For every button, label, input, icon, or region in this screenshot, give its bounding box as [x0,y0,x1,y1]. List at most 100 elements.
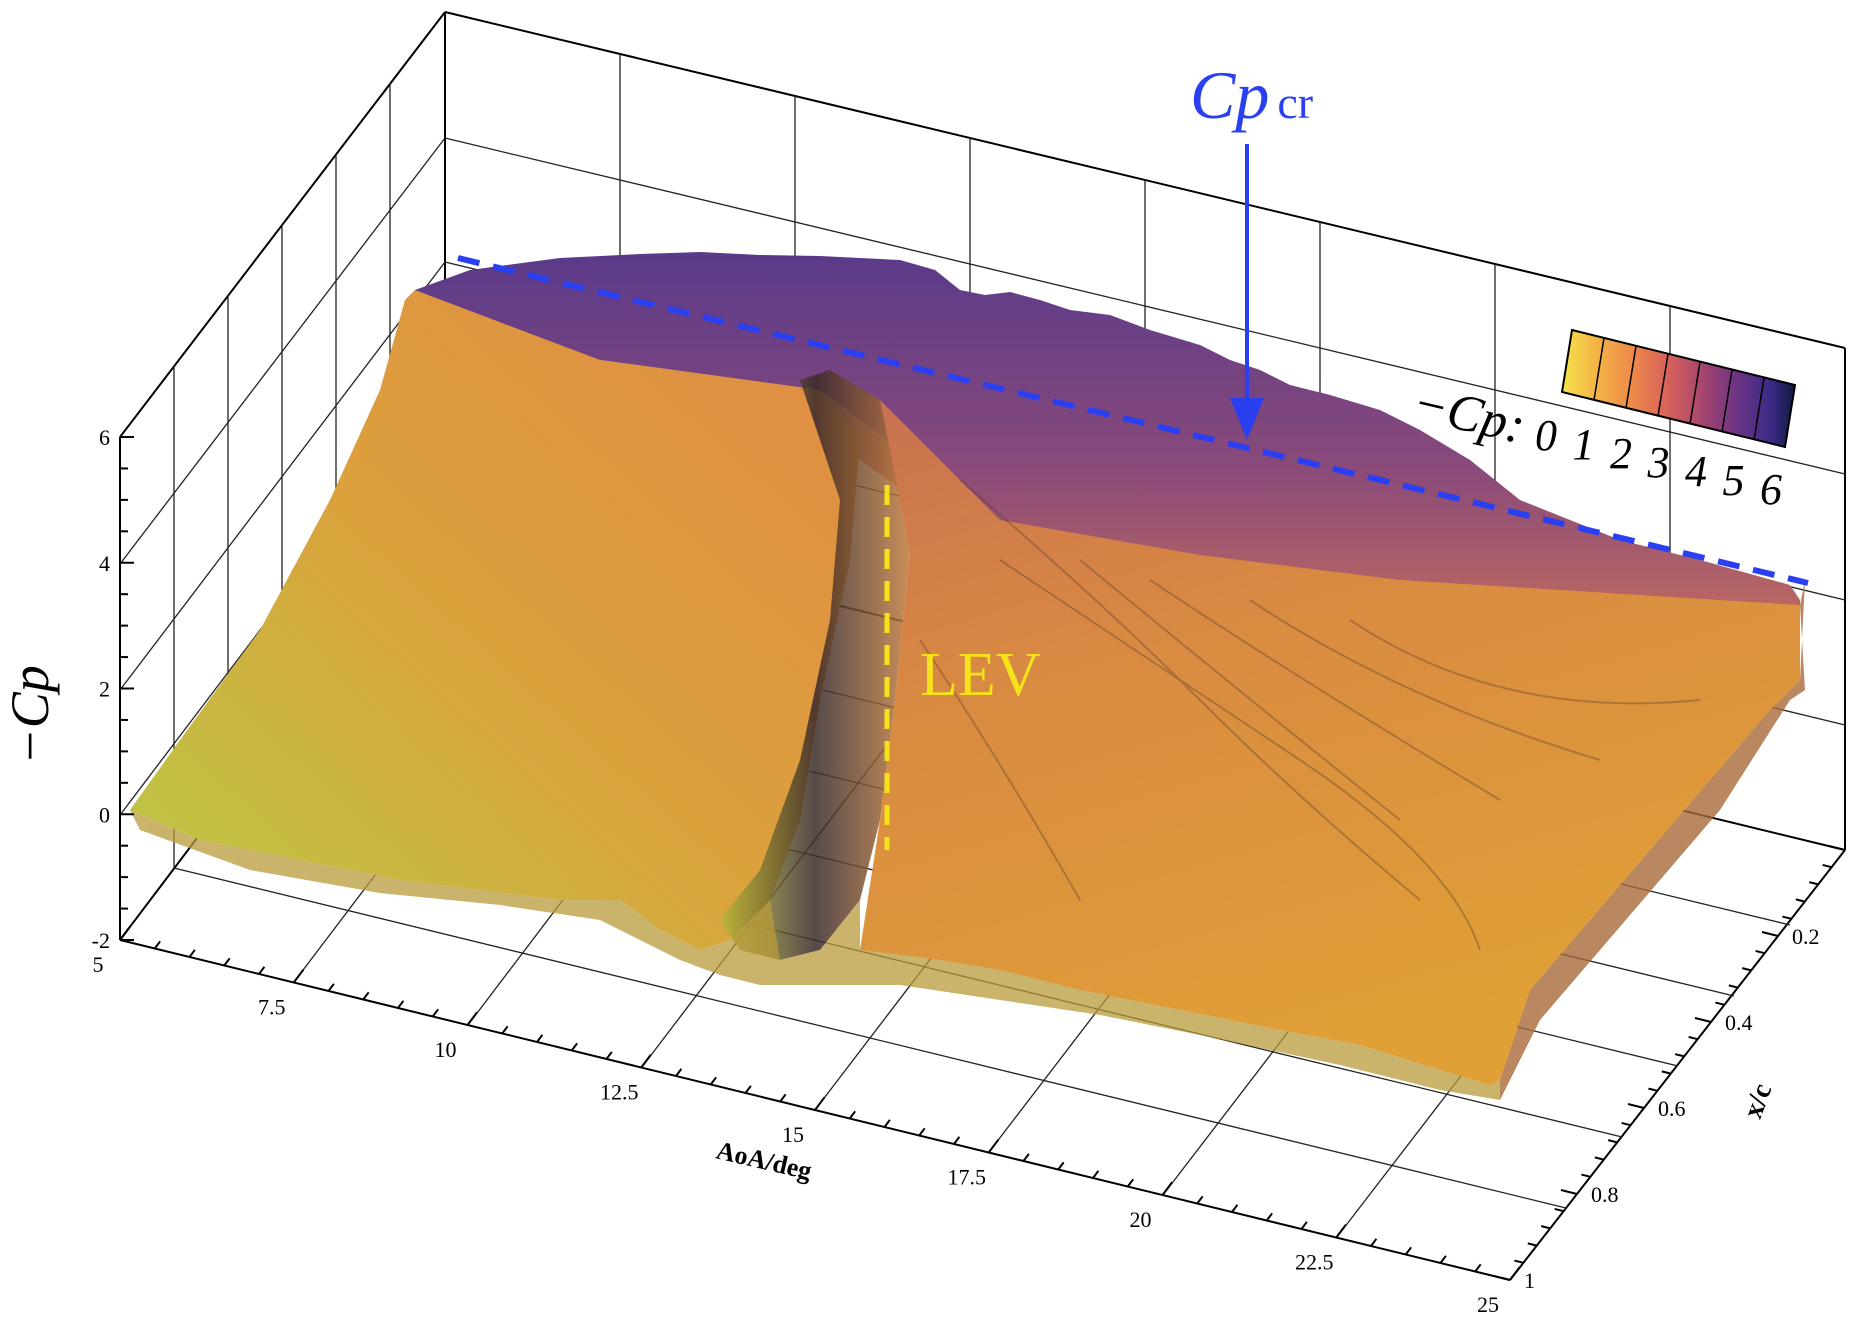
y-axis-tick [1822,863,1832,869]
x-axis-tick [883,1119,891,1128]
y-axis-tick [1581,1173,1591,1178]
x-axis-tick [1404,1246,1412,1256]
x-axis-tick [1092,1170,1100,1179]
z-axis-ticks [120,436,134,941]
cp-cr-dashed-line [457,255,1809,586]
legend-tick-label: 0 [1535,411,1557,460]
z-tick-label: 4 [99,551,110,576]
cp-surface [130,252,1805,1100]
y-axis-tick [1741,967,1752,972]
x-axis-tick [292,969,305,984]
x-axis-tick [431,1008,439,1018]
y-axis-tick [1688,1035,1698,1041]
y-axis-ticks [1493,845,1846,1281]
x-axis-tick [1474,1263,1482,1273]
x-axis-tick [1057,1161,1065,1171]
x-axis-tick [119,926,131,941]
y-axis-tick [1674,1053,1685,1058]
y-axis-tick [1795,898,1806,903]
x-axis-tick [814,1096,826,1111]
x-axis-tick [258,966,266,975]
x-axis-tick [397,1000,405,1009]
cp-cr-subscript: cr [1277,77,1313,128]
y-axis-tick [1627,1103,1645,1109]
x-axis-tick [953,1136,961,1145]
surface-right-wall [1500,580,1805,1100]
x-tick-label: 20 [1130,1207,1152,1232]
y-axis-tick [1694,1017,1712,1023]
legend-tick-label: 6 [1760,465,1782,514]
x-axis-tick [223,957,231,967]
x-tick-label: 22.5 [1295,1250,1334,1275]
x-axis-tick [640,1054,652,1069]
legend-tick-label: 1 [1573,420,1595,469]
x-axis-tick [987,1139,1000,1154]
z-tick-label: 2 [99,677,110,702]
surface-right-plateau [860,400,1800,1085]
x-tick-label: 5 [93,952,104,977]
cp-cr-arrow-head [1230,398,1264,440]
x-axis-tick [327,983,335,992]
x-tick-label: 15 [782,1122,804,1147]
y-axis-tick [1607,1139,1618,1144]
x-axis-tick [744,1085,752,1094]
legend-tick-label: 5 [1723,456,1745,505]
x-axis-tick [1161,1181,1173,1196]
y-axis-tick [1761,931,1779,937]
x-axis-tick [570,1042,578,1052]
z-tick-labels: -2 0 2 4 6 [92,425,110,953]
y-axis-tick [1540,1225,1551,1230]
x-tick-label: 7.5 [258,995,286,1020]
x-tick-label: 12.5 [600,1080,639,1105]
y-axis-tick [1554,1207,1564,1213]
y-axis-tick [1728,984,1739,989]
x-axis-tick [779,1093,787,1103]
lev-label: LEV [920,641,1041,709]
surface-front-edge [130,810,1500,1100]
y-axis-tick [1594,1156,1605,1161]
y-tick-label: 0.4 [1725,1010,1753,1035]
y-axis-tick [1808,881,1819,886]
x-axis-tick [1265,1212,1273,1222]
x-axis-tick [188,949,196,958]
y-axis-label: x/c [1737,1080,1778,1123]
x-axis-tick [1370,1238,1378,1247]
z-tick-label: -2 [92,928,110,953]
y-axis-tick [1514,1259,1524,1264]
y-tick-label: 0.6 [1658,1096,1686,1121]
x-axis-tick [153,940,161,950]
x-axis-tick [1231,1204,1239,1213]
y-axis-tick [1828,845,1846,851]
y-axis-tick [1648,1087,1658,1092]
z-axis-label: −Cp [0,665,60,764]
surface-vortex-band [720,370,910,960]
y-tick-label: 0.2 [1792,924,1820,949]
y-axis-tick [1493,1275,1511,1281]
z-tick-label: 6 [99,425,110,450]
y-tick-label: 1 [1524,1268,1535,1293]
x-axis-tick [1196,1195,1204,1205]
surface-back-ridge [415,252,1800,650]
x-axis-tick [1022,1153,1030,1162]
cp-cr-label: Cp cr [1190,57,1313,133]
x-axis-tick [466,1011,478,1026]
x-tick-labels: 5 7.5 10 12.5 15 17.5 20 22.5 25 [93,952,1500,1317]
x-axis-tick [1126,1178,1134,1188]
x-axis-tick [1509,1266,1521,1281]
x-axis-tick [709,1076,717,1086]
y-axis-tick [1715,1001,1725,1006]
x-tick-label: 17.5 [948,1165,987,1190]
y-axis-tick [1527,1242,1538,1247]
legend-tick-label: 2 [1610,429,1632,478]
x-axis-tick [536,1034,544,1043]
x-axis-tick [362,991,370,1001]
x-tick-label: 10 [435,1037,457,1062]
y-axis-tick [1560,1189,1578,1195]
surface-left-slope [130,290,860,950]
x-axis-ticks [119,926,1521,1281]
y-tick-label: 0.8 [1591,1182,1619,1207]
z-tick-label: 0 [99,802,110,827]
